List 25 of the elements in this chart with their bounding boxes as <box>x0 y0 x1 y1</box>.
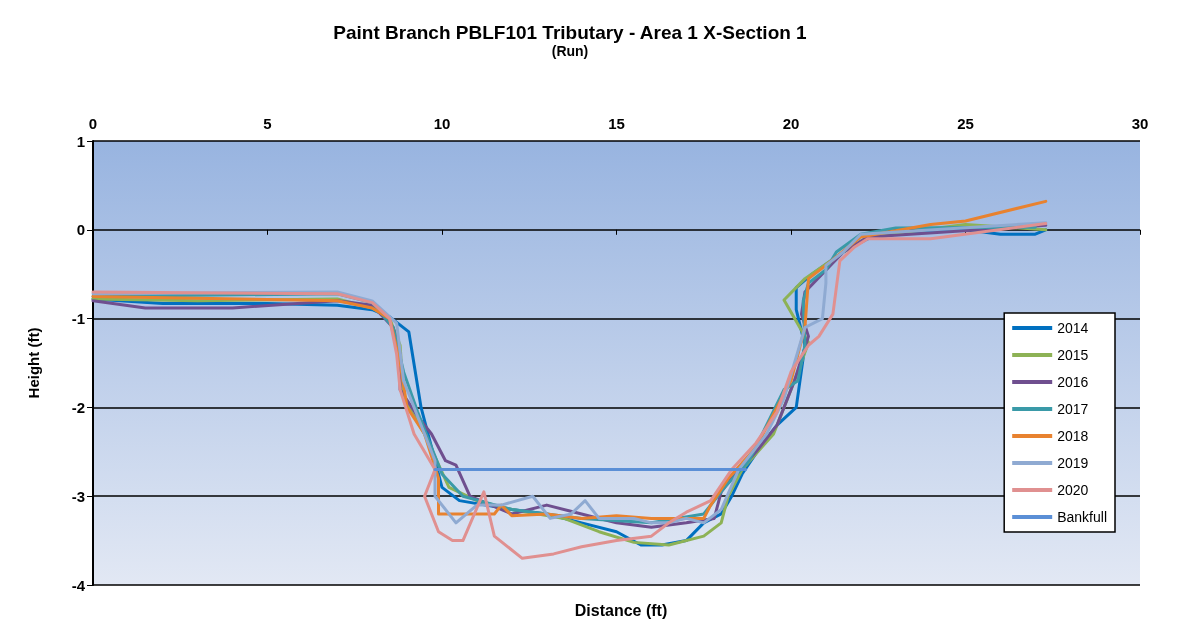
x-tick-label: 5 <box>263 115 272 132</box>
y-axis-title: Height (ft) <box>25 327 42 399</box>
x-tick-label: 0 <box>88 115 98 132</box>
chart-title: Paint Branch PBLF101 Tributary - Area 1 X-Section 1 <box>333 22 808 43</box>
chart-subtitle: (Run) <box>551 43 589 59</box>
x-tick-label: 25 <box>957 115 974 132</box>
x-tick-label: 20 <box>782 115 800 132</box>
y-tick-label: -3 <box>71 487 85 505</box>
legend-label: 2020 <box>1057 482 1089 498</box>
x-tick-label: 30 <box>1131 115 1149 132</box>
y-tick-label: -2 <box>71 398 85 416</box>
y-tick-label: 1 <box>76 132 85 150</box>
legend-label: 2015 <box>1057 347 1089 363</box>
legend-label: Bankfull <box>1057 509 1108 525</box>
x-axis-title: Distance (ft) <box>574 601 668 619</box>
x-tick-label: 15 <box>608 115 625 132</box>
legend-label: 2014 <box>1057 320 1089 336</box>
legend-label: 2018 <box>1057 428 1089 444</box>
x-tick-label: 10 <box>433 115 451 132</box>
legend-label: 2017 <box>1057 401 1089 417</box>
legend-label: 2016 <box>1057 374 1089 390</box>
y-tick-label: -4 <box>71 576 86 594</box>
y-tick-label: -1 <box>71 310 85 328</box>
y-tick-label: 0 <box>76 221 85 239</box>
legend-label: 2019 <box>1057 455 1089 471</box>
